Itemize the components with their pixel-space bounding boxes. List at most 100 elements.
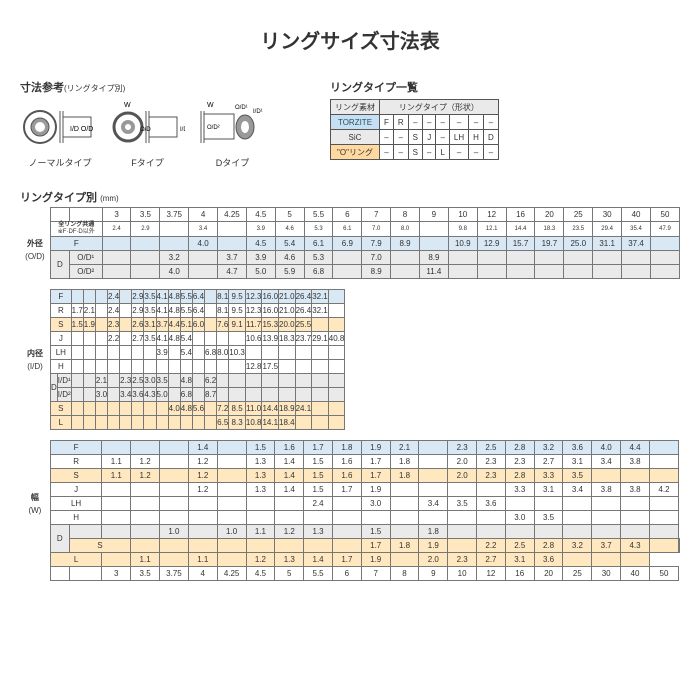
col-head: 5.5	[304, 208, 333, 222]
col-head: 5	[275, 567, 304, 581]
data-cell	[160, 441, 189, 455]
data-cell: 5.5	[180, 290, 192, 304]
data-cell: 6.8	[180, 388, 192, 402]
data-cell	[217, 360, 229, 374]
row-tag: 全リング共通※F·DF·D以外	[50, 222, 102, 237]
data-cell: 3.4	[592, 455, 621, 469]
ringtype-table: リング素材リングタイプ（形状）TORZITEFR––––––SiC––SJ–LH…	[330, 99, 499, 160]
row-tag: J	[50, 483, 102, 497]
data-cell: 6.1	[333, 222, 362, 237]
data-cell	[328, 346, 345, 360]
data-cell: 2.8	[534, 539, 563, 553]
data-cell	[312, 360, 329, 374]
data-cell: 1.9	[361, 553, 390, 567]
data-cell	[295, 346, 312, 360]
rt-cell: S	[408, 145, 422, 160]
data-cell: 1.2	[131, 469, 160, 483]
row-tag: R	[51, 304, 72, 318]
data-cell	[205, 416, 217, 430]
data-cell: 1.8	[390, 469, 419, 483]
data-cell: 1.5	[361, 525, 390, 539]
col-head: 50	[649, 567, 678, 581]
col-head: 30	[593, 208, 622, 222]
data-cell	[328, 304, 345, 318]
col-head: 10	[448, 567, 477, 581]
data-cell: 3.4	[120, 388, 132, 402]
data-cell: 32.1	[312, 290, 329, 304]
col-head: 4	[188, 567, 217, 581]
data-cell: 4.0	[160, 265, 189, 279]
data-cell: 25.0	[564, 237, 593, 251]
data-cell	[279, 388, 296, 402]
data-cell	[217, 388, 229, 402]
data-cell	[160, 483, 189, 497]
data-cell: 4.5	[246, 237, 275, 251]
data-cell	[168, 346, 180, 360]
data-cell: 2.5	[477, 441, 506, 455]
data-cell	[131, 497, 160, 511]
data-cell	[448, 251, 477, 265]
data-cell	[448, 265, 477, 279]
data-cell	[120, 402, 132, 416]
data-cell: 3.2	[563, 539, 592, 553]
data-cell	[332, 497, 361, 511]
data-cell	[312, 416, 329, 430]
data-cell	[83, 416, 95, 430]
data-cell	[650, 251, 679, 265]
data-cell: 32.1	[312, 304, 329, 318]
data-cell: 6.9	[333, 237, 362, 251]
data-cell: 3.5	[156, 374, 168, 388]
data-cell: 1.1	[131, 553, 160, 567]
data-cell: 6.0	[192, 318, 204, 332]
col-head: 12	[477, 567, 506, 581]
data-cell: 2.9	[132, 290, 144, 304]
col-head: 25	[564, 208, 593, 222]
data-cell	[218, 222, 247, 237]
data-cell	[144, 416, 156, 430]
svg-text:I/D: I/D	[180, 127, 185, 133]
rt-cell: H	[469, 130, 484, 145]
row-tag: J	[51, 332, 72, 346]
row-tag: D	[50, 525, 69, 553]
data-cell: 18.3	[535, 222, 564, 237]
rt-cell: LH	[449, 130, 468, 145]
data-cell: 1.2	[188, 469, 217, 483]
data-cell: 3.6	[563, 441, 592, 455]
data-cell	[102, 251, 131, 265]
col-head: 25	[563, 567, 592, 581]
data-cell: 1.8	[332, 441, 361, 455]
data-cell	[279, 346, 296, 360]
row-tag: H	[51, 360, 72, 374]
data-cell	[328, 290, 345, 304]
data-cell: 1.0	[217, 525, 246, 539]
data-cell	[160, 469, 189, 483]
data-cell: 1.9	[83, 318, 95, 332]
rt-cell: –	[393, 130, 408, 145]
data-cell: 3.7	[218, 251, 247, 265]
data-cell: 2.4	[108, 290, 120, 304]
data-cell	[304, 511, 333, 525]
data-cell: 1.7	[332, 553, 361, 567]
data-cell	[95, 318, 107, 332]
data-cell	[279, 360, 296, 374]
col-head: 3.75	[160, 567, 189, 581]
data-cell: 12.3	[245, 304, 262, 318]
rt-cell: D	[483, 130, 498, 145]
data-cell	[120, 416, 132, 430]
data-cell: 18.4	[279, 416, 296, 430]
data-cell	[563, 511, 592, 525]
data-cell	[229, 360, 246, 374]
data-cell: 3.6	[534, 553, 563, 567]
rt-cell: –	[449, 145, 468, 160]
data-cell	[168, 416, 180, 430]
data-cell	[217, 455, 246, 469]
data-cell	[160, 553, 189, 567]
data-cell: 2.3	[505, 455, 534, 469]
data-cell	[217, 483, 246, 497]
rt-cell: J	[423, 130, 436, 145]
data-cell	[132, 416, 144, 430]
svg-text:W: W	[124, 102, 131, 109]
data-cell: 5.0	[156, 388, 168, 402]
data-cell	[102, 497, 131, 511]
data-cell: 1.7	[361, 539, 390, 553]
